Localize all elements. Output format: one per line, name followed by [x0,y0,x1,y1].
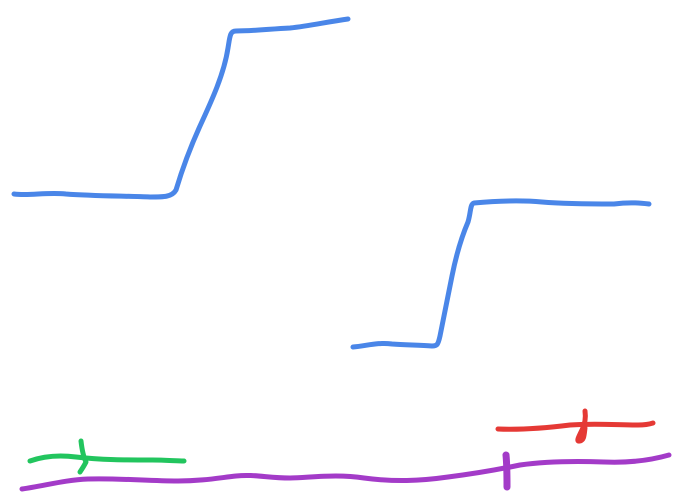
red-tick-line [495,420,656,432]
purple-baseline [19,452,672,492]
left-step-curve [11,16,351,200]
purple-tick-mark [502,451,511,491]
green-tick-mark [77,438,89,475]
green-tick-line [27,453,187,464]
right-step-curve [350,198,652,350]
red-tick-mark [575,408,588,444]
